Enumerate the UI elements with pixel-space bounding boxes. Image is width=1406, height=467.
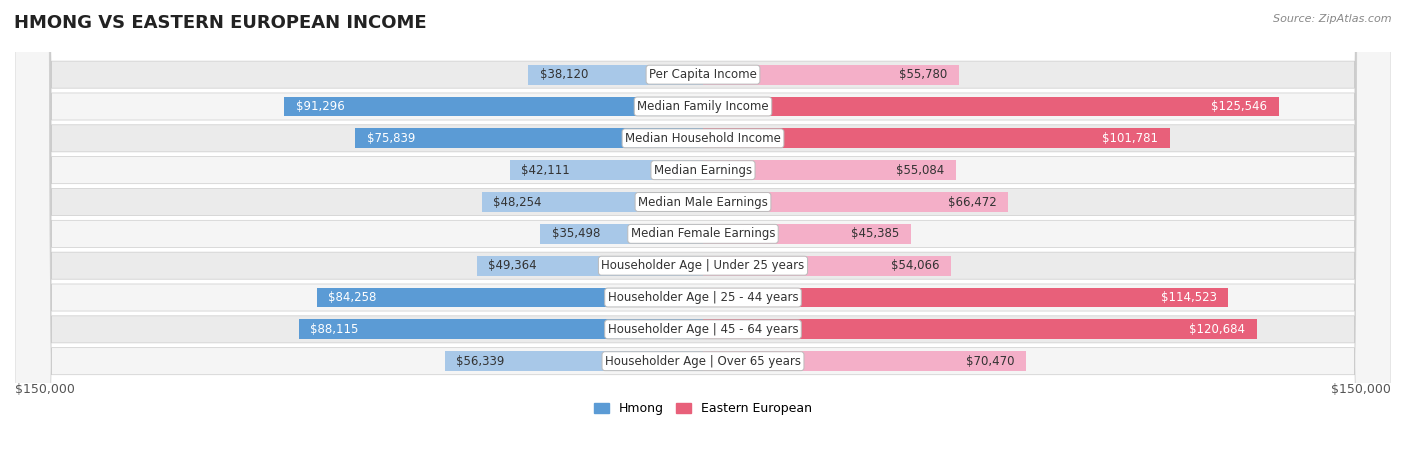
Bar xyxy=(703,128,1170,148)
Text: $88,115: $88,115 xyxy=(311,323,359,336)
Text: $70,470: $70,470 xyxy=(966,355,1015,368)
Text: $114,523: $114,523 xyxy=(1161,291,1216,304)
Text: Median Household Income: Median Household Income xyxy=(626,132,780,145)
Text: $125,546: $125,546 xyxy=(1212,100,1267,113)
Text: $48,254: $48,254 xyxy=(494,196,541,208)
Text: Householder Age | Under 25 years: Householder Age | Under 25 years xyxy=(602,259,804,272)
Bar xyxy=(284,97,703,116)
Bar xyxy=(299,319,703,339)
FancyBboxPatch shape xyxy=(15,0,1391,467)
FancyBboxPatch shape xyxy=(15,0,1391,467)
Text: $35,498: $35,498 xyxy=(551,227,600,241)
Bar xyxy=(703,351,1026,371)
Bar xyxy=(540,224,703,244)
Text: Source: ZipAtlas.com: Source: ZipAtlas.com xyxy=(1274,14,1392,24)
Text: $45,385: $45,385 xyxy=(852,227,900,241)
Text: Median Male Earnings: Median Male Earnings xyxy=(638,196,768,208)
Bar xyxy=(703,319,1257,339)
Text: Median Earnings: Median Earnings xyxy=(654,163,752,177)
Text: Per Capita Income: Per Capita Income xyxy=(650,68,756,81)
Text: $66,472: $66,472 xyxy=(948,196,997,208)
FancyBboxPatch shape xyxy=(15,0,1391,467)
Bar xyxy=(356,128,703,148)
FancyBboxPatch shape xyxy=(15,0,1391,467)
Text: $55,084: $55,084 xyxy=(896,163,945,177)
Bar xyxy=(510,160,703,180)
Text: $54,066: $54,066 xyxy=(891,259,939,272)
Text: $55,780: $55,780 xyxy=(898,68,948,81)
Bar xyxy=(703,160,956,180)
Bar xyxy=(529,65,703,85)
FancyBboxPatch shape xyxy=(15,0,1391,467)
Bar xyxy=(703,192,1008,212)
Text: Householder Age | 25 - 44 years: Householder Age | 25 - 44 years xyxy=(607,291,799,304)
Text: Householder Age | Over 65 years: Householder Age | Over 65 years xyxy=(605,355,801,368)
FancyBboxPatch shape xyxy=(15,0,1391,467)
Text: $49,364: $49,364 xyxy=(488,259,537,272)
Bar xyxy=(703,224,911,244)
Text: $42,111: $42,111 xyxy=(522,163,569,177)
Text: $150,000: $150,000 xyxy=(15,383,75,396)
Text: $101,781: $101,781 xyxy=(1102,132,1159,145)
Bar xyxy=(444,351,703,371)
Bar xyxy=(316,288,703,307)
Text: $120,684: $120,684 xyxy=(1189,323,1246,336)
Text: $56,339: $56,339 xyxy=(456,355,505,368)
FancyBboxPatch shape xyxy=(15,0,1391,467)
Bar xyxy=(482,192,703,212)
Text: HMONG VS EASTERN EUROPEAN INCOME: HMONG VS EASTERN EUROPEAN INCOME xyxy=(14,14,426,32)
Legend: Hmong, Eastern European: Hmong, Eastern European xyxy=(589,397,817,420)
Text: $75,839: $75,839 xyxy=(367,132,415,145)
Text: Median Family Income: Median Family Income xyxy=(637,100,769,113)
FancyBboxPatch shape xyxy=(15,0,1391,467)
Text: $38,120: $38,120 xyxy=(540,68,588,81)
Bar xyxy=(703,256,950,276)
Bar xyxy=(477,256,703,276)
Text: Householder Age | 45 - 64 years: Householder Age | 45 - 64 years xyxy=(607,323,799,336)
Bar xyxy=(703,97,1279,116)
Text: $150,000: $150,000 xyxy=(1331,383,1391,396)
Text: $91,296: $91,296 xyxy=(295,100,344,113)
Text: $84,258: $84,258 xyxy=(328,291,377,304)
Text: Median Female Earnings: Median Female Earnings xyxy=(631,227,775,241)
FancyBboxPatch shape xyxy=(15,0,1391,467)
FancyBboxPatch shape xyxy=(15,0,1391,467)
Bar xyxy=(703,65,959,85)
Bar xyxy=(703,288,1229,307)
